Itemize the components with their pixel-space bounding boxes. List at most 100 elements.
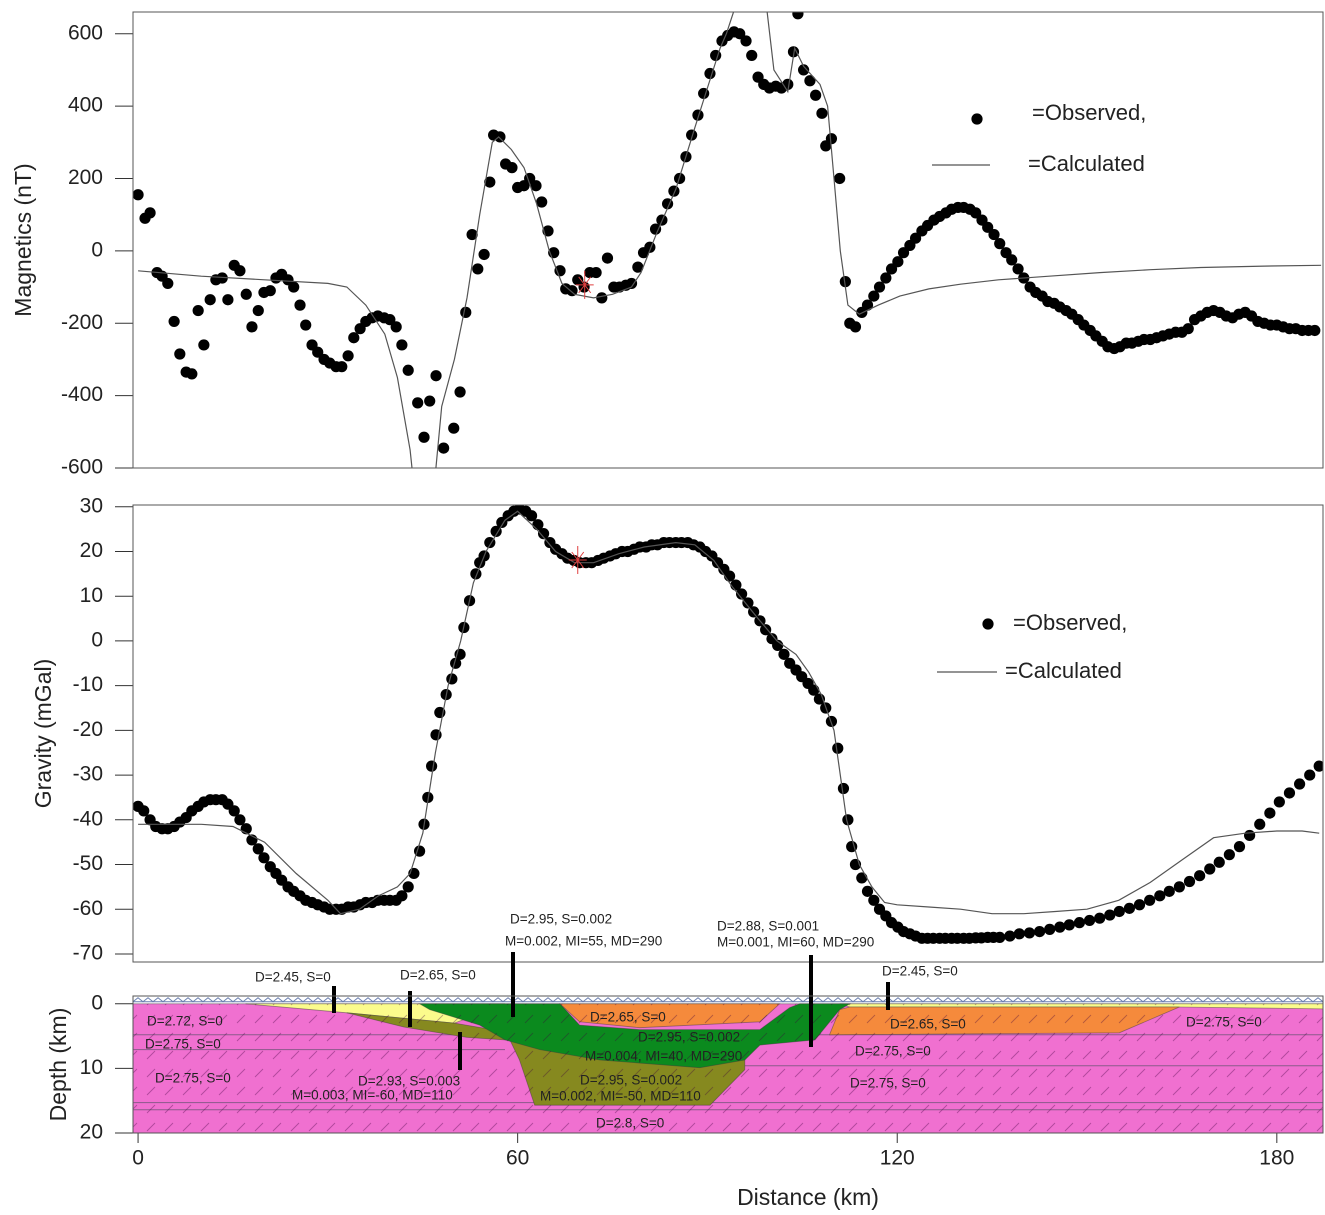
observed-point [734, 28, 746, 40]
observed-point [897, 247, 910, 259]
observed-point [1204, 863, 1216, 875]
observed-point [566, 285, 578, 297]
observed-point [162, 277, 174, 290]
observed-point [412, 397, 424, 409]
observed-point [525, 510, 538, 522]
legend-label: =Observed, [1013, 610, 1127, 635]
observed-point [892, 256, 904, 268]
observed-point [396, 339, 408, 351]
observed-point [168, 315, 180, 328]
observed-point [746, 49, 758, 62]
observed-point [252, 304, 264, 317]
observed-point [430, 370, 442, 382]
observed-point [849, 321, 862, 333]
legend-label: =Observed, [1032, 100, 1146, 125]
observed-point [1264, 807, 1276, 819]
observed-point [1104, 909, 1116, 921]
observed-point [424, 395, 436, 407]
observed-point [454, 386, 466, 398]
observed-point [192, 304, 204, 317]
observed-point [1309, 324, 1321, 337]
body-label: D=2.75, S=0 [1186, 1015, 1262, 1030]
observed-point [1173, 881, 1185, 893]
y-tick-label: 600 [68, 21, 103, 44]
body-label: D=2.75, S=0 [145, 1037, 221, 1052]
observed-point [885, 263, 898, 275]
observed-point [861, 885, 874, 897]
observed-point [1304, 769, 1316, 781]
observed-point [994, 238, 1006, 250]
observed-point [536, 196, 548, 208]
body-label: D=2.95, S=0.002 [510, 912, 612, 927]
observed-point [1083, 914, 1096, 927]
body-label: M=0.004, MI=40, MD=290 [585, 1049, 742, 1064]
observed-point [842, 814, 854, 826]
observed-point [450, 657, 462, 669]
observed-point [909, 232, 922, 244]
legend-label: =Calculated [1028, 151, 1145, 176]
observed-point [686, 129, 698, 141]
body-label: D=2.65, S=0 [400, 968, 476, 983]
observed-point [554, 265, 566, 277]
observed-point [740, 35, 752, 47]
observed-point [264, 285, 276, 297]
y-tick-label: 20 [80, 1121, 103, 1144]
observed-point [1273, 796, 1285, 808]
body-label: D=2.95, S=0.002 [580, 1073, 682, 1088]
observed-point [1223, 849, 1235, 861]
observed-point [1033, 925, 1046, 938]
x-axis-label: Distance (km) [737, 1184, 879, 1210]
plot-area [133, 997, 1323, 1133]
observed-point [240, 288, 252, 300]
plot-frame [132, 504, 1324, 963]
legend-dot [971, 113, 983, 125]
observed-point [1012, 263, 1024, 275]
observed-point [1213, 856, 1225, 868]
observed-point [1006, 254, 1018, 266]
y-tick-label: -600 [61, 456, 103, 479]
observed-point [1154, 890, 1166, 902]
observed-point [873, 281, 886, 293]
y-axis-label: Gravity (mGal) [30, 659, 56, 809]
body-label: M=0.001, MI=60, MD=290 [717, 935, 874, 950]
observed-point [390, 321, 402, 333]
observed-point [258, 852, 270, 864]
plot-frame [132, 11, 1324, 469]
y-axis-label: Depth (km) [45, 1008, 71, 1122]
body-label: D=2.75, S=0 [855, 1044, 931, 1059]
y-axis-label: Magnetics (nT) [10, 163, 36, 316]
observed-point [336, 361, 348, 373]
observed-point [988, 228, 1000, 241]
y-tick-label: 200 [68, 166, 103, 189]
legend-label: =Calculated [1005, 658, 1122, 683]
hatch-overlay [133, 1003, 1323, 1133]
observed-point [692, 109, 704, 121]
body-label: D=2.45, S=0 [882, 964, 958, 979]
observed-point [1233, 841, 1246, 853]
observed-point [698, 87, 710, 100]
observed-point [742, 597, 754, 609]
observed-point [1054, 921, 1066, 933]
observed-point [312, 346, 324, 358]
y-tick-label: -10 [73, 673, 103, 696]
y-tick-label: -400 [61, 383, 103, 406]
observed-point [816, 107, 828, 119]
observed-point [294, 299, 306, 311]
body-label: D=2.88, S=0.001 [717, 919, 819, 934]
observed-point [494, 131, 506, 143]
observed-point [144, 207, 156, 219]
observed-point [861, 299, 874, 311]
observed-point [1023, 927, 1036, 939]
observed-point [760, 624, 772, 636]
observed-point [736, 588, 748, 600]
x-tick-label: 0 [132, 1147, 144, 1170]
observed-point [1044, 923, 1056, 935]
observed-point [778, 648, 790, 660]
observed-point [490, 525, 502, 537]
observed-point [234, 814, 246, 826]
y-tick-label: 10 [80, 584, 103, 607]
observed-point [1013, 928, 1025, 940]
observed-point [204, 294, 216, 306]
